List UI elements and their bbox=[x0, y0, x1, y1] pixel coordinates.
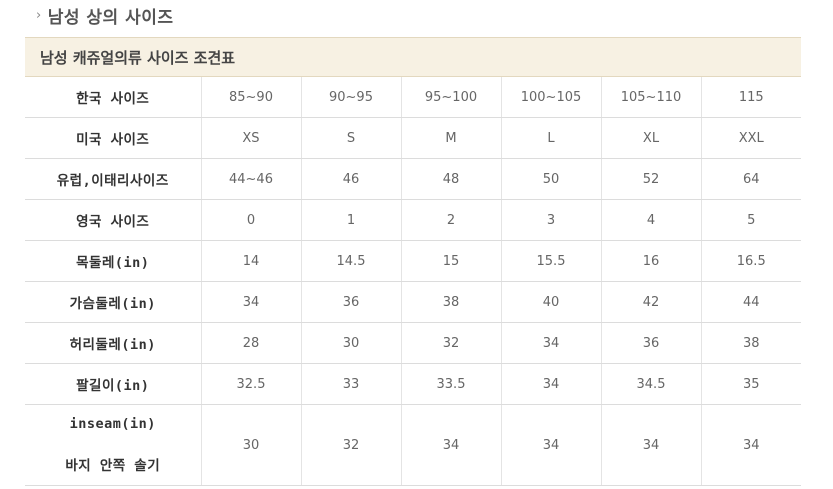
table-row: inseam(in) 바지 안쪽 솔기 30 32 34 34 34 34 bbox=[25, 404, 801, 486]
size-cell: 34 bbox=[501, 363, 602, 405]
page-heading: › 남성 상의 사이즈 bbox=[36, 2, 174, 28]
size-chart-title: 남성 캐쥬얼의류 사이즈 조견표 bbox=[25, 37, 801, 77]
chevron-right-icon: › bbox=[36, 7, 42, 23]
size-cell: 33 bbox=[301, 363, 402, 405]
row-label: inseam(in) 바지 안쪽 솔기 bbox=[25, 404, 202, 486]
size-cell: 34.5 bbox=[601, 363, 702, 405]
size-cell: 48 bbox=[401, 158, 502, 200]
table-row: 목둘레(in) 14 14.5 15 15.5 16 16.5 bbox=[25, 240, 801, 282]
size-cell: 100~105 bbox=[501, 77, 602, 118]
size-cell: XL bbox=[601, 117, 702, 159]
size-cell: 115 bbox=[701, 77, 801, 118]
table-row: 미국 사이즈 XS S M L XL XXL bbox=[25, 117, 801, 159]
table-row: 팔길이(in) 32.5 33 33.5 34 34.5 35 bbox=[25, 363, 801, 405]
size-cell: 5 bbox=[701, 199, 801, 241]
size-cell: 34 bbox=[201, 281, 302, 323]
size-cell: 105~110 bbox=[601, 77, 702, 118]
row-label-line2: 바지 안쪽 솔기 bbox=[65, 458, 161, 474]
size-cell: 50 bbox=[501, 158, 602, 200]
size-cell: 44~46 bbox=[201, 158, 302, 200]
size-cell: 32 bbox=[301, 404, 402, 486]
size-cell: 30 bbox=[201, 404, 302, 486]
size-chart: 남성 캐쥬얼의류 사이즈 조견표 한국 사이즈 85~90 90~95 95~100 1… bbox=[25, 37, 801, 486]
size-cell: 14 bbox=[201, 240, 302, 282]
size-cell: 95~100 bbox=[401, 77, 502, 118]
row-label: 미국 사이즈 bbox=[25, 117, 202, 159]
size-cell: 44 bbox=[701, 281, 801, 323]
size-cell: 15.5 bbox=[501, 240, 602, 282]
size-cell: 2 bbox=[401, 199, 502, 241]
size-cell: 14.5 bbox=[301, 240, 402, 282]
size-cell: 36 bbox=[301, 281, 402, 323]
size-cell: 46 bbox=[301, 158, 402, 200]
table-row: 유럽,이태리사이즈 44~46 46 48 50 52 64 bbox=[25, 158, 801, 200]
size-cell: 32.5 bbox=[201, 363, 302, 405]
row-label: 허리둘레(in) bbox=[25, 322, 202, 364]
size-cell: XXL bbox=[701, 117, 801, 159]
row-label: 유럽,이태리사이즈 bbox=[25, 158, 202, 200]
size-cell: 40 bbox=[501, 281, 602, 323]
size-cell: XS bbox=[201, 117, 302, 159]
size-cell: 28 bbox=[201, 322, 302, 364]
table-row: 가슴둘레(in) 34 36 38 40 42 44 bbox=[25, 281, 801, 323]
size-cell: 38 bbox=[701, 322, 801, 364]
size-cell: S bbox=[301, 117, 402, 159]
size-table-body: 한국 사이즈 85~90 90~95 95~100 100~105 105~110 115 미… bbox=[25, 77, 801, 486]
size-cell: 42 bbox=[601, 281, 702, 323]
size-cell: 33.5 bbox=[401, 363, 502, 405]
size-cell: 16.5 bbox=[701, 240, 801, 282]
size-cell: 34 bbox=[501, 322, 602, 364]
size-cell: 32 bbox=[401, 322, 502, 364]
size-cell: 34 bbox=[701, 404, 801, 486]
size-cell: 16 bbox=[601, 240, 702, 282]
size-cell: 52 bbox=[601, 158, 702, 200]
size-cell: M bbox=[401, 117, 502, 159]
size-cell: 1 bbox=[301, 199, 402, 241]
page-title: 남성 상의 사이즈 bbox=[47, 7, 174, 28]
size-cell: 34 bbox=[601, 404, 702, 486]
size-cell: 85~90 bbox=[201, 77, 302, 118]
row-label: 가슴둘레(in) bbox=[25, 281, 202, 323]
size-cell: 15 bbox=[401, 240, 502, 282]
table-row: 한국 사이즈 85~90 90~95 95~100 100~105 105~110 115 bbox=[25, 77, 801, 118]
table-row: 허리둘레(in) 28 30 32 34 36 38 bbox=[25, 322, 801, 364]
size-cell: 90~95 bbox=[301, 77, 402, 118]
size-cell: 35 bbox=[701, 363, 801, 405]
size-cell: 34 bbox=[401, 404, 502, 486]
size-cell: 3 bbox=[501, 199, 602, 241]
size-cell: 4 bbox=[601, 199, 702, 241]
size-cell: L bbox=[501, 117, 602, 159]
table-row: 영국 사이즈 0 1 2 3 4 5 bbox=[25, 199, 801, 241]
size-cell: 36 bbox=[601, 322, 702, 364]
row-label: 한국 사이즈 bbox=[25, 77, 202, 118]
size-cell: 64 bbox=[701, 158, 801, 200]
size-cell: 34 bbox=[501, 404, 602, 486]
row-label: 영국 사이즈 bbox=[25, 199, 202, 241]
size-cell: 38 bbox=[401, 281, 502, 323]
size-table: 한국 사이즈 85~90 90~95 95~100 100~105 105~110 115 미… bbox=[25, 77, 801, 486]
row-label: 목둘레(in) bbox=[25, 240, 202, 282]
row-label: 팔길이(in) bbox=[25, 363, 202, 405]
size-cell: 0 bbox=[201, 199, 302, 241]
row-label-line1: inseam(in) bbox=[69, 416, 156, 432]
size-cell: 30 bbox=[301, 322, 402, 364]
